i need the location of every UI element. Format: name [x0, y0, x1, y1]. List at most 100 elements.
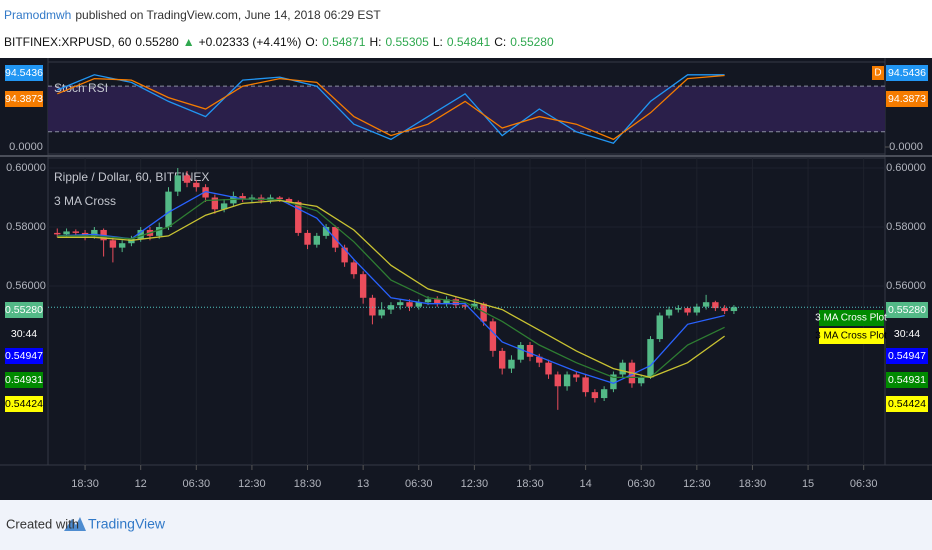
- symbol: BITFINEX:XRPUSD, 60: [4, 35, 132, 49]
- y-tick-label: 0.58000: [886, 221, 926, 233]
- candle-body: [378, 309, 385, 316]
- price-tag: 94.5436: [5, 67, 43, 79]
- candle-body: [434, 299, 441, 304]
- y-tick-label: 0.60000: [6, 162, 46, 174]
- price-tag-bg: [5, 396, 43, 412]
- y-tick-label: 0.56000: [6, 280, 46, 292]
- line-series: [57, 198, 725, 379]
- price-tag-bg: [886, 302, 928, 318]
- candle-body: [498, 350, 506, 369]
- candle-body: [545, 362, 552, 375]
- candle-body: [313, 235, 321, 245]
- ohlc-label: C:: [494, 35, 506, 49]
- price-tag: 0.54931: [888, 374, 926, 386]
- ohlc-label: O:: [305, 35, 318, 49]
- candle-body: [638, 377, 645, 384]
- x-tick-label: 13: [357, 478, 369, 490]
- price-tag: 0.54947: [5, 350, 43, 362]
- price-tag-bg: [886, 91, 928, 107]
- candle-body: [304, 232, 311, 245]
- candle-body: [415, 302, 422, 307]
- price-tag-bg: [886, 348, 928, 364]
- footer-bg: [0, 500, 932, 550]
- candle-body: [721, 308, 728, 312]
- price-tag: 0.54424: [5, 398, 43, 410]
- x-tick-label: 06:30: [183, 478, 211, 490]
- band: [48, 86, 885, 132]
- candle-body: [156, 227, 163, 236]
- candle-body: [174, 175, 181, 192]
- candle-body: [554, 374, 562, 387]
- candle-body: [332, 227, 339, 248]
- candle-body: [276, 197, 283, 199]
- logo: [64, 517, 86, 531]
- candle-body: [582, 377, 589, 393]
- candle-body: [536, 356, 543, 363]
- candle-body: [341, 247, 348, 263]
- line-series: [57, 74, 725, 144]
- x-tick-label: 18:30: [739, 478, 767, 490]
- change: +0.02333 (+4.41%): [199, 35, 302, 49]
- candle-body: [600, 389, 608, 399]
- x-tick-label: 12: [135, 478, 147, 490]
- y-tick-label: 0.0000: [889, 141, 923, 153]
- candle-body: [220, 203, 228, 210]
- candle-body: [137, 229, 144, 239]
- candle-body: [63, 231, 70, 235]
- candle-body: [406, 302, 413, 307]
- x-tick-label: 18:30: [294, 478, 322, 490]
- ohlc-label: L:: [433, 35, 443, 49]
- y-tick-label: 0.56000: [886, 280, 926, 292]
- candle-body: [359, 274, 367, 298]
- candle-body: [656, 315, 663, 340]
- price-tag: 30:44: [11, 328, 37, 340]
- x-tick-label: 12:30: [683, 478, 711, 490]
- candle-body: [165, 191, 172, 228]
- x-tick-label: 14: [579, 478, 591, 490]
- price-tag: 94.3873: [5, 93, 43, 105]
- price-tag-bg: [886, 396, 928, 412]
- price-tag: 30:44: [894, 328, 920, 340]
- y-tick-label: 0.60000: [886, 162, 926, 174]
- ohlc-value: 0.54871: [322, 35, 366, 49]
- price-tag-bg: [5, 91, 43, 107]
- pane-title: Stoch RSI: [54, 81, 108, 95]
- candle-body: [684, 308, 691, 313]
- pane-title: 3 MA Cross: [54, 194, 116, 208]
- marker: D: [874, 68, 881, 79]
- x-tick-label: 06:30: [627, 478, 655, 490]
- plot-label: 3 MA Cross Plot: [815, 313, 887, 324]
- ohlc-value: 0.55305: [385, 35, 429, 49]
- price-tag-bg: [886, 65, 928, 81]
- candle-body: [647, 339, 654, 378]
- ohlc-value: 0.55280: [510, 35, 554, 49]
- candle-body: [109, 240, 117, 248]
- candle-body: [730, 307, 738, 312]
- footer-brand: TradingView: [88, 516, 166, 532]
- candle-body: [610, 374, 617, 390]
- plot-label: 3 MA Cross Plot: [815, 331, 887, 342]
- candle-body: [573, 374, 580, 378]
- price-tag: 0.55280: [5, 304, 43, 316]
- candle-body: [452, 299, 460, 306]
- candle-body: [211, 197, 219, 210]
- candle-body: [350, 262, 358, 275]
- candle-body: [443, 299, 450, 304]
- x-tick-label: 12:30: [238, 478, 266, 490]
- marker-bg: [872, 66, 884, 80]
- price-tag: 0.54424: [888, 398, 926, 410]
- x-tick-label: 18:30: [71, 478, 99, 490]
- price-tag: 94.3873: [888, 93, 926, 105]
- last-price: 0.55280: [135, 35, 179, 49]
- candle-body: [128, 238, 135, 244]
- candle-body: [591, 392, 599, 399]
- plot-label-bg: [819, 328, 884, 344]
- candle-body: [471, 303, 478, 307]
- y-tick-label: 0.0000: [9, 141, 43, 153]
- price-tag-bg: [5, 348, 43, 364]
- x-tick-label: 06:30: [850, 478, 878, 490]
- candle-body: [91, 229, 98, 236]
- price-tag-bg: [5, 302, 43, 318]
